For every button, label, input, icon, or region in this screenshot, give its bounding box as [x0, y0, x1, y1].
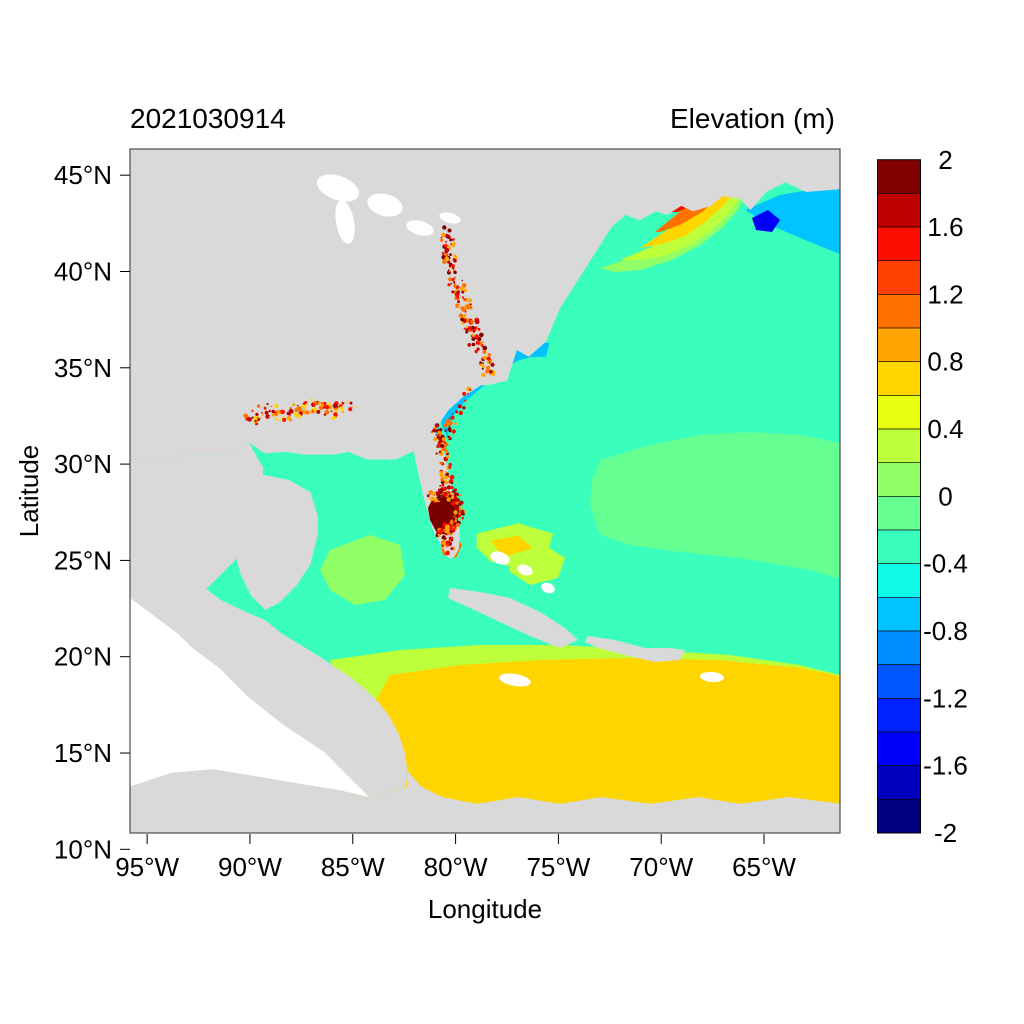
svg-text:Elevation (m): Elevation (m) — [670, 103, 835, 134]
svg-text:85°W: 85°W — [321, 852, 385, 882]
svg-text:20°N: 20°N — [54, 642, 112, 672]
svg-text:Latitude: Latitude — [14, 445, 44, 538]
svg-text:-0.8: -0.8 — [923, 616, 968, 646]
svg-text:70°W: 70°W — [629, 852, 693, 882]
svg-text:1.2: 1.2 — [927, 279, 963, 309]
svg-text:95°W: 95°W — [115, 852, 179, 882]
svg-text:80°W: 80°W — [424, 852, 488, 882]
svg-text:25°N: 25°N — [54, 545, 112, 575]
svg-text:-0.4: -0.4 — [923, 549, 968, 579]
svg-text:1.6: 1.6 — [927, 212, 963, 242]
svg-text:90°W: 90°W — [218, 852, 282, 882]
svg-text:0.8: 0.8 — [927, 347, 963, 377]
svg-text:35°N: 35°N — [54, 353, 112, 383]
svg-text:10°N: 10°N — [54, 834, 112, 864]
svg-text:2: 2 — [938, 145, 952, 175]
svg-text:65°W: 65°W — [732, 852, 796, 882]
svg-text:0.4: 0.4 — [927, 414, 963, 444]
svg-text:-1.6: -1.6 — [923, 751, 968, 781]
svg-text:-2: -2 — [934, 818, 957, 848]
svg-text:2021030914: 2021030914 — [130, 103, 286, 134]
svg-text:-1.2: -1.2 — [923, 683, 968, 713]
svg-text:30°N: 30°N — [54, 449, 112, 479]
svg-text:45°N: 45°N — [54, 160, 112, 190]
svg-text:Longitude: Longitude — [428, 894, 542, 924]
svg-text:75°W: 75°W — [526, 852, 590, 882]
svg-text:0: 0 — [938, 481, 952, 511]
svg-text:15°N: 15°N — [54, 738, 112, 768]
svg-text:40°N: 40°N — [54, 256, 112, 286]
